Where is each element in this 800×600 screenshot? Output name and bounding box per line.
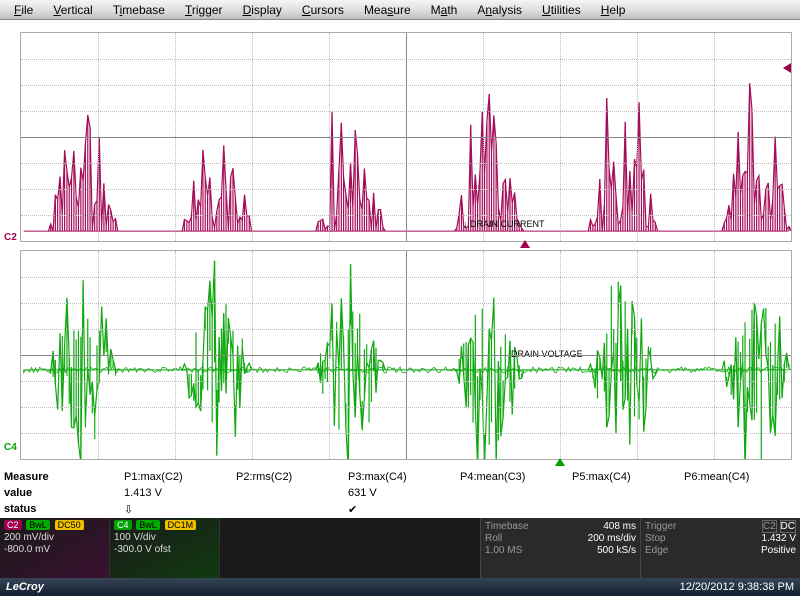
c2-tag: C2 [4,520,22,530]
menu-vertical[interactable]: Vertical [43,1,102,19]
menu-timebase[interactable]: Timebase [103,1,175,19]
channel-c4-box[interactable]: C4 BwL DC1M 100 V/div -300.0 V ofst [110,518,220,578]
measure-values: value 1.413 V 631 V [0,485,800,501]
timestamp: 12/20/2012 9:38:38 PM [680,581,794,593]
channel-c4-label: C4 [4,442,17,453]
menu-analysis[interactable]: Analysis [467,1,532,19]
waveform-grid-c2[interactable]: ↓ DRAIN CURRENT [20,32,792,242]
brand-logo: LeCroy [6,581,44,593]
measure-status: status ⇩ ✔ [0,501,800,518]
annotation-drain-current: ↓ DRAIN CURRENT [463,219,545,229]
menu-trigger[interactable]: Trigger [175,1,233,19]
measure-headers: Measure P1:max(C2) P2:rms(C2) P3:max(C4)… [0,469,800,485]
scope-display: C2 C4 ↓ DRAIN CURRENT DRAIN VOLTAGE [2,22,798,467]
c4-tag: C4 [114,520,132,530]
menu-bar: File Vertical Timebase Trigger Display C… [0,0,800,20]
c4-scale: 100 V/div [114,532,215,543]
trigger-time-marker-c2 [520,240,530,248]
menu-utilities[interactable]: Utilities [532,1,591,19]
footer-bar: LeCroy 12/20/2012 9:38:38 PM [0,578,800,596]
menu-measure[interactable]: Measure [354,1,421,19]
c4-bwl-tag: BwL [136,520,160,530]
status-bar: C2 BwL DC50 200 mV/div -800.0 mV C4 BwL … [0,518,800,578]
timebase-box[interactable]: Timebase408 ms Roll200 ms/div 1.00 MS500… [480,518,640,578]
waveform-grid-c4[interactable]: DRAIN VOLTAGE [20,250,792,460]
c2-scale: 200 mV/div [4,532,105,543]
menu-math[interactable]: Math [421,1,468,19]
trigger-level-marker [783,63,791,73]
menu-file[interactable]: File [4,1,43,19]
measurement-table: Measure P1:max(C2) P2:rms(C2) P3:max(C4)… [0,469,800,518]
menu-display[interactable]: Display [233,1,292,19]
c4-coupling-tag: DC1M [165,520,197,530]
channel-c2-label: C2 [4,232,17,243]
trigger-time-marker-c4 [555,458,565,466]
c2-offset: -800.0 mV [4,544,105,555]
channel-c2-box[interactable]: C2 BwL DC50 200 mV/div -800.0 mV [0,518,110,578]
menu-help[interactable]: Help [591,1,636,19]
c2-coupling-tag: DC50 [55,520,84,530]
c2-bwl-tag: BwL [26,520,50,530]
menu-cursors[interactable]: Cursors [292,1,354,19]
c4-offset: -300.0 V ofst [114,544,215,555]
trigger-box[interactable]: TriggerC2 DC Stop1.432 V EdgePositive [640,518,800,578]
annotation-drain-voltage: DRAIN VOLTAGE [511,349,583,359]
